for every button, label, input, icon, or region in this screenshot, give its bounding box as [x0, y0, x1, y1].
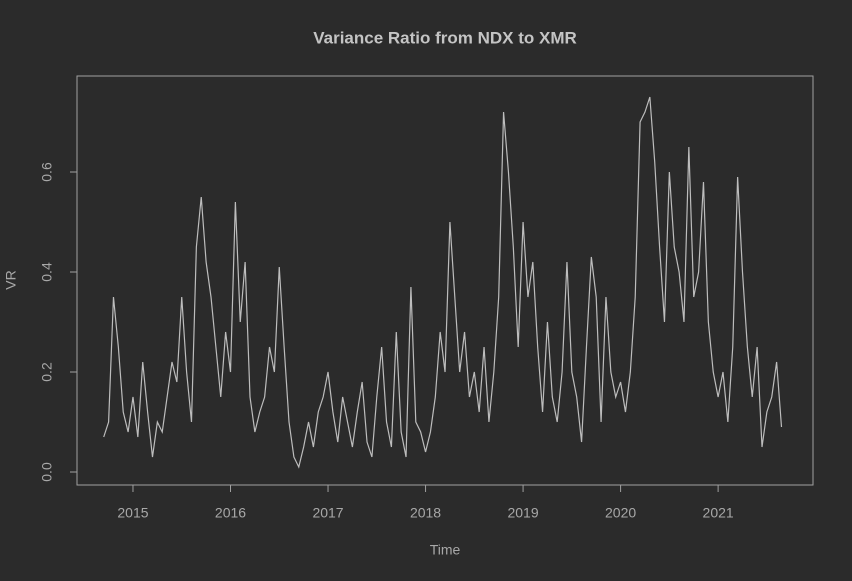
y-tick-label: 0.2 [39, 362, 55, 382]
y-tick-label: 0.4 [39, 262, 55, 282]
x-tick-label: 2018 [410, 505, 441, 521]
x-axis-label: Time [430, 542, 461, 558]
x-tick-label: 2017 [312, 505, 343, 521]
y-axis-label: VR [3, 270, 19, 289]
x-tick-label: 2021 [703, 505, 734, 521]
y-tick-label: 0.0 [39, 462, 55, 482]
chart-title: Variance Ratio from NDX to XMR [313, 28, 577, 47]
y-tick-label: 0.6 [39, 162, 55, 182]
x-tick-label: 2015 [117, 505, 148, 521]
x-tick-label: 2019 [507, 505, 538, 521]
x-tick-label: 2020 [605, 505, 636, 521]
data-line [103, 96, 783, 469]
x-tick-label: 2016 [215, 505, 246, 521]
